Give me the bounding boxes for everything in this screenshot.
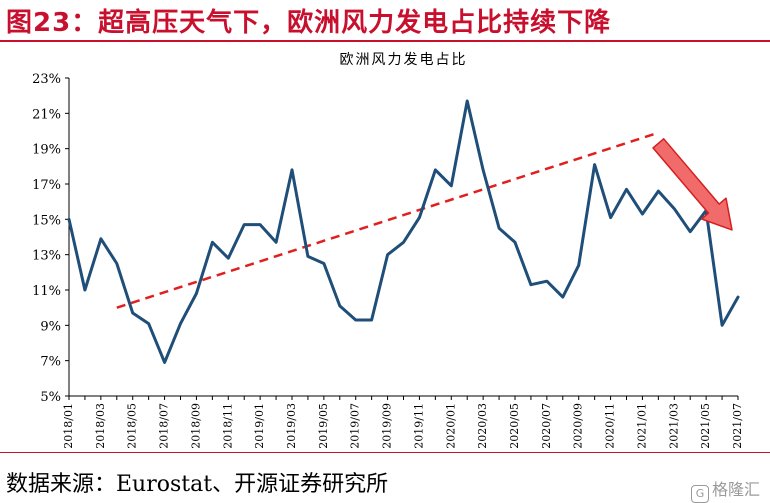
x-tick-label: 2019/11	[412, 403, 425, 449]
y-tick-label: 9%	[40, 319, 61, 334]
x-tick-label: 2018/03	[94, 403, 107, 449]
y-tick-label: 17%	[32, 178, 61, 193]
x-tick-label: 2021/01	[635, 403, 648, 449]
data-series-line	[67, 99, 740, 364]
y-tick-label: 19%	[32, 143, 61, 158]
figure-header: 图23：超高压天气下，欧洲风力发电占比持续下降	[0, 0, 770, 42]
y-tick-label: 23%	[32, 72, 61, 87]
x-tick-label: 2019/09	[381, 403, 394, 449]
y-tick-label: 11%	[32, 284, 61, 299]
chart: 欧洲风力发电占比 5% 7% 9% 11% 13% 15% 17% 19% 21% 23% 2018/…	[32, 52, 744, 449]
x-tick-label: 2018/11	[221, 403, 234, 449]
y-tick-label: 15%	[32, 213, 61, 228]
trend-line	[116, 131, 659, 309]
x-tick-label: 2020/01	[444, 403, 457, 449]
source-note: 数据来源：Eurostat、开源证券研究所	[6, 472, 389, 497]
y-tick-label: 7%	[40, 355, 61, 370]
y-tick-label: 21%	[32, 107, 61, 122]
watermark: G 格隆汇	[690, 476, 760, 503]
decline-arrow	[652, 138, 733, 231]
x-tick-label: 2018/01	[62, 403, 75, 449]
x-tick-label: 2018/05	[126, 403, 139, 449]
chart-title: 欧洲风力发电占比	[340, 52, 468, 68]
x-tick-label: 2021/05	[699, 403, 712, 449]
figure-title: 图23：超高压天气下，欧洲风力发电占比持续下降	[6, 8, 612, 38]
y-tick-label: 13%	[32, 249, 61, 264]
source-divider	[0, 452, 770, 453]
x-tick-label: 2020/09	[572, 403, 585, 449]
watermark-text: 格隆汇	[711, 480, 760, 499]
x-tick-label: 2019/05	[317, 403, 330, 449]
x-tick-label: 2020/11	[604, 403, 617, 449]
x-tick-label: 2020/03	[476, 403, 489, 449]
x-tick-label: 2019/03	[285, 403, 298, 449]
x-tick-label: 2020/05	[508, 403, 521, 449]
x-tick-label: 2019/01	[253, 403, 266, 449]
x-tick-label: 2020/07	[540, 403, 553, 449]
watermark-logo-icon: G	[690, 485, 709, 503]
x-tick-label: 2021/03	[667, 403, 680, 449]
x-tick-label: 2018/09	[189, 403, 202, 449]
x-tick-label: 2019/07	[349, 403, 362, 449]
y-tick-label: 5%	[40, 390, 61, 405]
x-tick-label: 2021/07	[731, 403, 744, 449]
x-tick-label: 2018/07	[158, 403, 171, 449]
